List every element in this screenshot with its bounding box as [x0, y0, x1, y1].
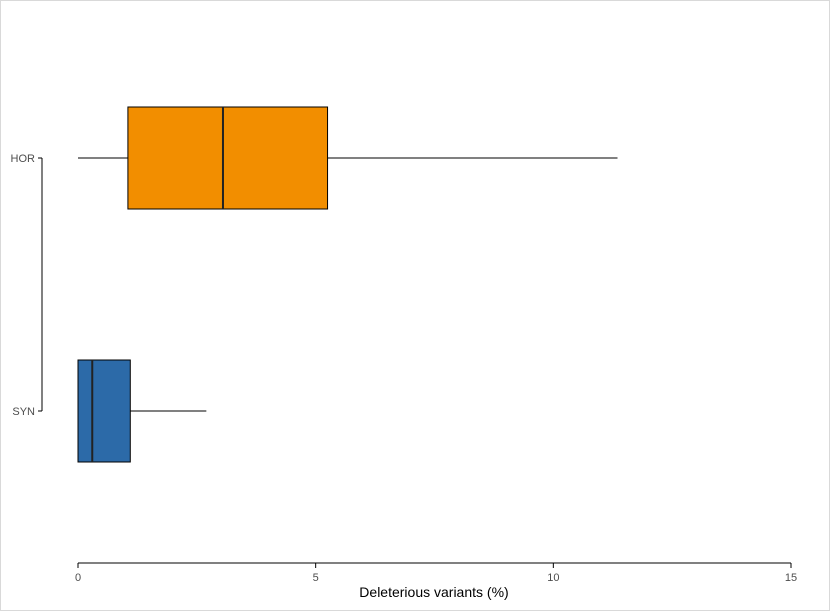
box-syn — [77, 359, 207, 463]
x-axis: 0 5 10 15 — [75, 562, 797, 584]
x-tick-label: 0 — [75, 572, 81, 584]
box-rect — [127, 106, 329, 210]
y-tick-label: SYN — [12, 406, 35, 418]
x-tick-label: 5 — [313, 572, 319, 584]
boxes-layer — [77, 106, 618, 463]
x-tick-label: 15 — [785, 572, 797, 584]
box-hor — [78, 106, 618, 210]
y-tick-label: HOR — [11, 153, 36, 165]
box-rect — [77, 359, 131, 463]
x-tick-label: 10 — [547, 572, 559, 584]
y-axis: HOR SYN — [11, 153, 43, 418]
x-axis-title: Deleterious variants (%) — [359, 584, 508, 600]
